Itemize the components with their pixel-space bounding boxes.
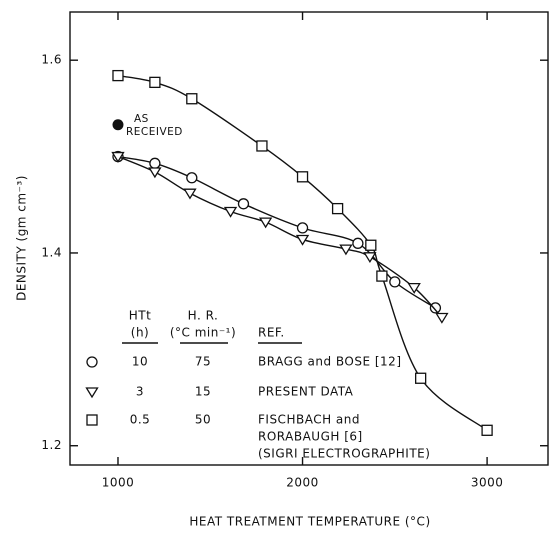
marker: [148, 167, 162, 179]
legend-label: PRESENT DATA: [258, 385, 354, 399]
marker: [186, 172, 198, 184]
x-tick-label: 1000: [102, 476, 135, 490]
marker: [389, 276, 401, 288]
annotation: AS: [134, 113, 149, 125]
legend-hr: 50: [195, 413, 211, 427]
marker: [149, 157, 161, 169]
legend-header: (°C min⁻¹): [170, 326, 236, 340]
x-axis-label: HEAT TREATMENT TEMPERATURE (°C): [189, 515, 430, 529]
marker: [183, 188, 197, 200]
legend-header: (h): [131, 326, 149, 340]
marker: [481, 424, 493, 436]
marker: [186, 93, 198, 105]
marker: [363, 252, 377, 264]
x-tick-label: 3000: [471, 476, 504, 490]
marker: [296, 222, 309, 234]
marker: [258, 217, 273, 229]
as-received-point: [112, 119, 124, 131]
marker: [256, 140, 268, 152]
legend-note: (SIGRI ELECTROGRAPHITE): [258, 447, 430, 461]
legend-marker: [86, 414, 98, 426]
marker: [407, 283, 421, 294]
y-axis-label: DENSITY (gm cm⁻³): [15, 175, 29, 301]
marker: [339, 244, 353, 256]
series-line: [117, 155, 443, 319]
legend-htt: 0.5: [130, 413, 151, 427]
series-line: [117, 74, 488, 431]
marker: [331, 202, 344, 215]
marker: [223, 206, 238, 218]
marker: [415, 372, 427, 384]
marker: [365, 239, 377, 251]
legend-header: H. R.: [188, 309, 219, 323]
marker: [376, 270, 388, 282]
marker: [352, 237, 364, 249]
marker: [296, 171, 309, 183]
legend-marker: [85, 387, 99, 399]
legend-label: BRAGG and BOSE [12]: [258, 355, 402, 369]
legend-hr: 75: [195, 355, 211, 369]
annotation: RECEIVED: [126, 126, 183, 138]
y-tick-label: 1.4: [41, 245, 62, 259]
marker: [435, 312, 449, 324]
legend-hr: 15: [195, 385, 211, 399]
y-tick-label: 1.2: [41, 438, 62, 452]
legend-header: REF.: [258, 326, 285, 340]
marker: [429, 302, 442, 314]
marker: [112, 69, 124, 82]
legend-marker: [86, 356, 98, 368]
marker: [237, 198, 250, 210]
marker: [295, 234, 310, 246]
legend-header: HTt: [129, 309, 152, 323]
legend-htt: 3: [136, 385, 144, 399]
marker: [149, 76, 161, 89]
x-tick-label: 2000: [286, 476, 319, 490]
y-tick-label: 1.6: [41, 53, 62, 67]
plot-frame: [69, 11, 549, 466]
legend-note: RORABAUGH [6]: [258, 430, 363, 444]
legend-label: FISCHBACH and: [258, 413, 360, 427]
series-line: [117, 155, 436, 309]
legend-htt: 10: [132, 355, 148, 369]
marker: [111, 151, 125, 163]
